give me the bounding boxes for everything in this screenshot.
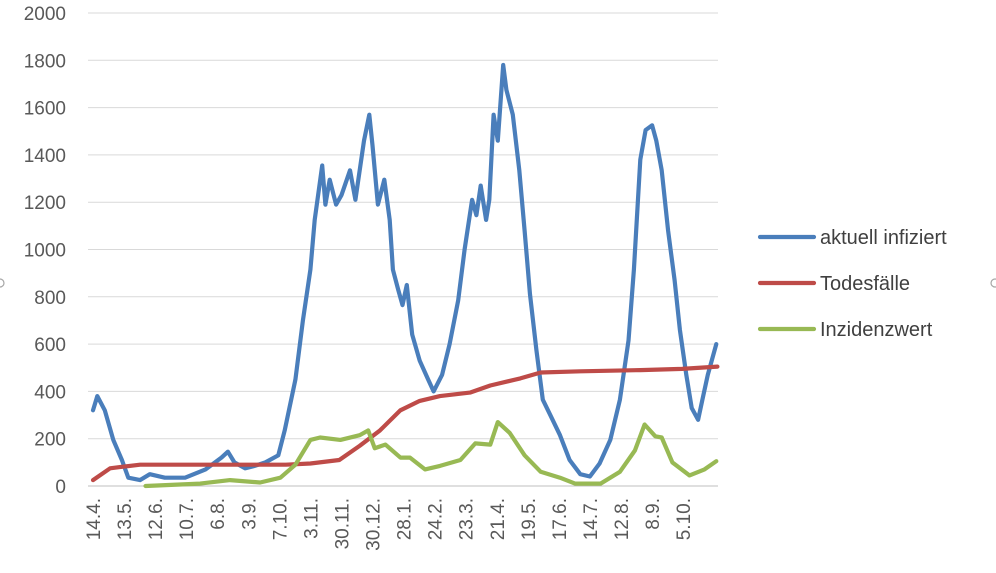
- legend-label: Inzidenzwert: [820, 319, 933, 341]
- x-tick-label: 24.2.: [426, 498, 447, 540]
- y-tick-label: 1800: [24, 51, 66, 72]
- legend-label: aktuell infiziert: [820, 227, 947, 249]
- y-tick-label: 1200: [24, 193, 66, 214]
- y-tick-label: 1400: [24, 146, 66, 167]
- x-tick-label: 3.11.: [301, 498, 322, 539]
- x-tick-label: 10.7.: [177, 498, 198, 540]
- left-resize-handle[interactable]: [0, 278, 5, 288]
- y-tick-label: 0: [55, 477, 66, 498]
- x-tick-label: 5.10.: [674, 498, 695, 540]
- series-lines: [90, 62, 720, 489]
- x-tick-label: 19.5.: [519, 498, 540, 540]
- series-line-0: [90, 62, 719, 483]
- x-axis-ticks: 14.4. 13.5. 12.6. 10.7. 6.8. 3.9. 7.10. 3.11. 30…: [84, 498, 695, 551]
- x-tick-label: 8.9.: [643, 498, 664, 530]
- y-tick-label: 2000: [24, 4, 66, 25]
- legend-label: Todesfälle: [820, 273, 910, 295]
- series-line-2: [143, 420, 719, 489]
- legend: aktuell infiziert Todesfälle Inzidenzwert: [757, 227, 947, 341]
- x-tick-label: 13.5.: [115, 498, 136, 540]
- x-tick-label: 30.11.: [332, 498, 353, 549]
- x-tick-label: 3.9.: [239, 498, 260, 530]
- y-tick-label: 400: [34, 382, 66, 403]
- x-tick-label: 12.6.: [146, 498, 167, 540]
- x-tick-label: 30.12.: [364, 498, 385, 551]
- x-tick-label: 23.3.: [457, 498, 478, 540]
- x-tick-label: 7.10.: [270, 498, 291, 540]
- y-tick-label: 1000: [24, 241, 66, 262]
- y-tick-label: 800: [34, 288, 66, 309]
- y-tick-label: 200: [34, 430, 66, 451]
- series-line-1: [90, 364, 720, 483]
- y-tick-label: 600: [34, 335, 66, 356]
- x-tick-label: 14.4.: [84, 498, 105, 540]
- x-tick-label: 17.6.: [550, 498, 571, 540]
- right-resize-handle[interactable]: [990, 278, 996, 288]
- gridlines: [88, 12, 718, 487]
- x-tick-label: 12.8.: [612, 498, 633, 540]
- x-tick-label: 28.1.: [395, 498, 416, 540]
- x-tick-label: 21.4.: [488, 498, 509, 540]
- x-tick-label: 6.8.: [208, 498, 229, 530]
- y-tick-label: 1600: [24, 99, 66, 120]
- x-tick-label: 14.7.: [581, 498, 602, 540]
- y-axis-ticks: 0 200 400 600 800 1000 1200 1400 1600 1800 2000: [24, 4, 66, 498]
